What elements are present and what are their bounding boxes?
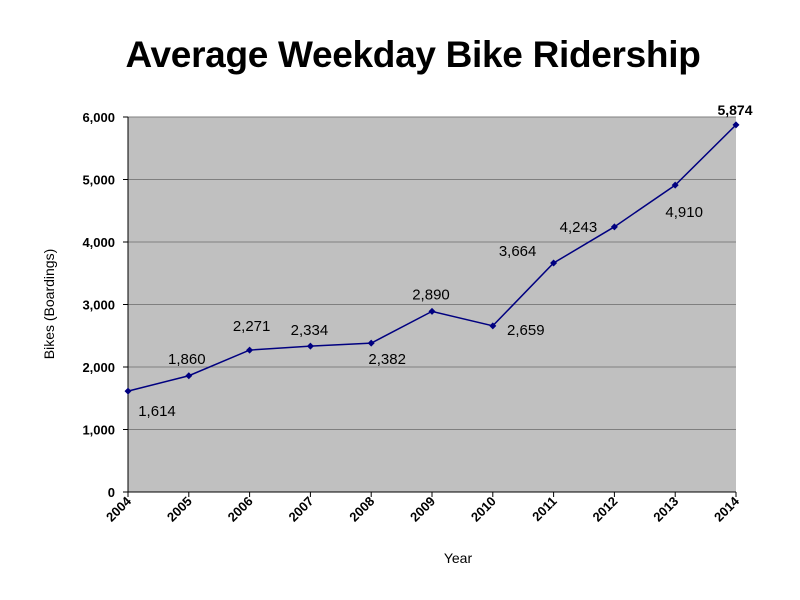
data-label: 2,659 (507, 322, 545, 339)
data-point (428, 307, 436, 315)
data-label: 4,243 (560, 219, 598, 236)
x-axis-title: Year (444, 550, 473, 566)
data-point (671, 181, 679, 189)
data-point (124, 387, 132, 395)
x-tick-label: 2011 (529, 494, 560, 525)
y-tick-label: 6,000 (82, 110, 115, 125)
data-series (124, 121, 740, 395)
data-labels: 1,614 1,860 2,271 2,334 2,382 2,890 2,659 3,664… (138, 102, 752, 420)
x-tick-label: 2013 (650, 494, 681, 525)
y-tick-label: 2,000 (82, 360, 115, 375)
x-tick-label: 2007 (285, 494, 316, 525)
data-label: 3,664 (499, 243, 537, 260)
data-point (732, 121, 740, 129)
chart-title: Average Weekday Bike Ridership (125, 34, 701, 75)
y-tick-label: 5,000 (82, 173, 115, 188)
data-label: 2,382 (368, 351, 406, 368)
data-point (489, 322, 497, 330)
data-point (306, 342, 314, 350)
data-point (246, 346, 254, 354)
y-tick-label: 3,000 (82, 298, 115, 313)
y-tick-labels: 0 1,000 2,000 3,000 4,000 5,000 6,000 (82, 110, 115, 500)
x-tick-label: 2006 (225, 494, 256, 525)
x-tick-label: 2014 (711, 493, 743, 525)
x-tick-labels: 2004 2005 2006 2007 2008 2009 2010 2011 2012 2013… (103, 493, 743, 525)
y-axis-title: Bikes (Boardings) (41, 249, 57, 360)
data-label: 4,910 (665, 204, 703, 221)
x-tick-label: 2010 (468, 494, 499, 525)
gridlines (128, 116, 736, 430)
axes (123, 116, 737, 497)
data-point (185, 372, 193, 380)
x-tick-label: 2012 (589, 494, 620, 525)
data-label: 1,860 (168, 351, 206, 368)
y-tick-label: 1,000 (82, 423, 115, 438)
data-label: 1,614 (138, 403, 176, 420)
y-tick-label: 0 (108, 485, 115, 500)
data-label: 2,334 (291, 322, 329, 339)
data-label: 2,890 (412, 286, 450, 303)
x-tick-label: 2009 (407, 494, 438, 525)
data-point (550, 259, 558, 267)
data-point (610, 223, 618, 231)
y-tick-label: 4,000 (82, 235, 115, 250)
data-point (367, 339, 375, 347)
x-tick-label: 2008 (346, 494, 377, 525)
x-tick-label: 2005 (164, 494, 195, 525)
data-label: 2,271 (233, 318, 271, 335)
data-label: 5,874 (717, 102, 752, 118)
